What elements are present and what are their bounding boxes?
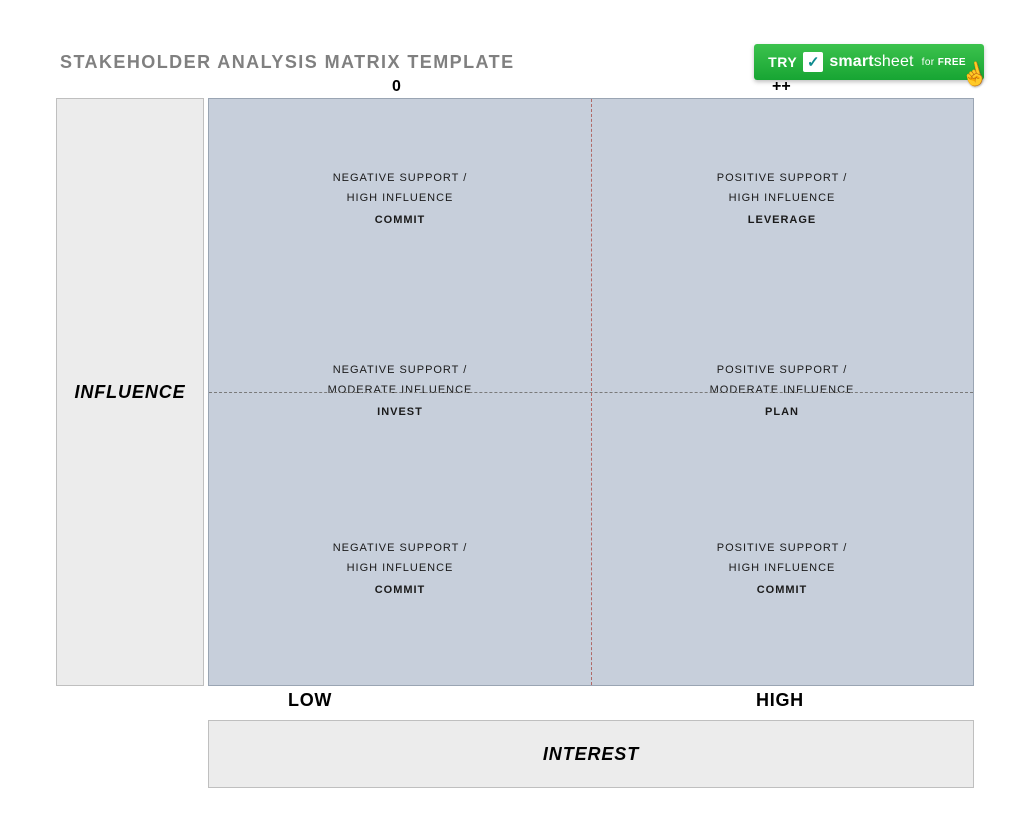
cell-mid-left: NEGATIVE SUPPORT / MODERATE INFLUENCE IN… xyxy=(209,361,591,422)
y-axis-box: INFLUENCE xyxy=(56,98,204,686)
cell-line2: HIGH INFLUENCE xyxy=(729,189,836,209)
cell-action: LEVERAGE xyxy=(748,211,816,231)
cell-line2: HIGH INFLUENCE xyxy=(347,189,454,209)
x-axis-box: INTEREST xyxy=(208,720,974,788)
template-canvas: STAKEHOLDER ANALYSIS MATRIX TEMPLATE TRY… xyxy=(0,0,1024,819)
cell-action: COMMIT xyxy=(375,211,426,231)
cell-line1: POSITIVE SUPPORT / xyxy=(717,361,848,381)
bottom-scale-left: LOW xyxy=(288,690,332,711)
cell-line1: NEGATIVE SUPPORT / xyxy=(333,539,468,559)
page-title: STAKEHOLDER ANALYSIS MATRIX TEMPLATE xyxy=(60,52,515,73)
top-scale-left: 0 xyxy=(392,78,401,96)
cell-line1: POSITIVE SUPPORT / xyxy=(717,539,848,559)
cell-line1: NEGATIVE SUPPORT / xyxy=(333,361,468,381)
cell-action: COMMIT xyxy=(757,581,808,601)
cursor-icon: ☝ xyxy=(958,59,991,91)
cell-top-right: POSITIVE SUPPORT / HIGH INFLUENCE LEVERA… xyxy=(591,169,973,230)
cell-action: PLAN xyxy=(765,403,799,423)
cell-action: COMMIT xyxy=(375,581,426,601)
matrix-grid: NEGATIVE SUPPORT / HIGH INFLUENCE COMMIT… xyxy=(208,98,974,686)
cell-mid-right: POSITIVE SUPPORT / MODERATE INFLUENCE PL… xyxy=(591,361,973,422)
cell-top-left: NEGATIVE SUPPORT / HIGH INFLUENCE COMMIT xyxy=(209,169,591,230)
cell-line2: MODERATE INFLUENCE xyxy=(710,381,855,401)
cell-bottom-left: NEGATIVE SUPPORT / HIGH INFLUENCE COMMIT xyxy=(209,539,591,600)
check-icon: ✓ xyxy=(803,52,823,72)
cta-try-label: TRY xyxy=(768,54,797,70)
try-smartsheet-button[interactable]: TRY ✓ smartsheet for FREE ☝ xyxy=(754,44,984,80)
cell-line2: MODERATE INFLUENCE xyxy=(328,381,473,401)
cell-bottom-right: POSITIVE SUPPORT / HIGH INFLUENCE COMMIT xyxy=(591,539,973,600)
cell-line2: HIGH INFLUENCE xyxy=(347,559,454,579)
top-scale-right: ++ xyxy=(772,78,791,96)
cell-line2: HIGH INFLUENCE xyxy=(729,559,836,579)
x-axis-label: INTEREST xyxy=(543,744,639,765)
bottom-scale-right: HIGH xyxy=(756,690,804,711)
cell-action: INVEST xyxy=(377,403,423,423)
cta-brand: smartsheet xyxy=(829,53,913,71)
cell-line1: POSITIVE SUPPORT / xyxy=(717,169,848,189)
cell-line1: NEGATIVE SUPPORT / xyxy=(333,169,468,189)
y-axis-label: INFLUENCE xyxy=(74,382,185,403)
